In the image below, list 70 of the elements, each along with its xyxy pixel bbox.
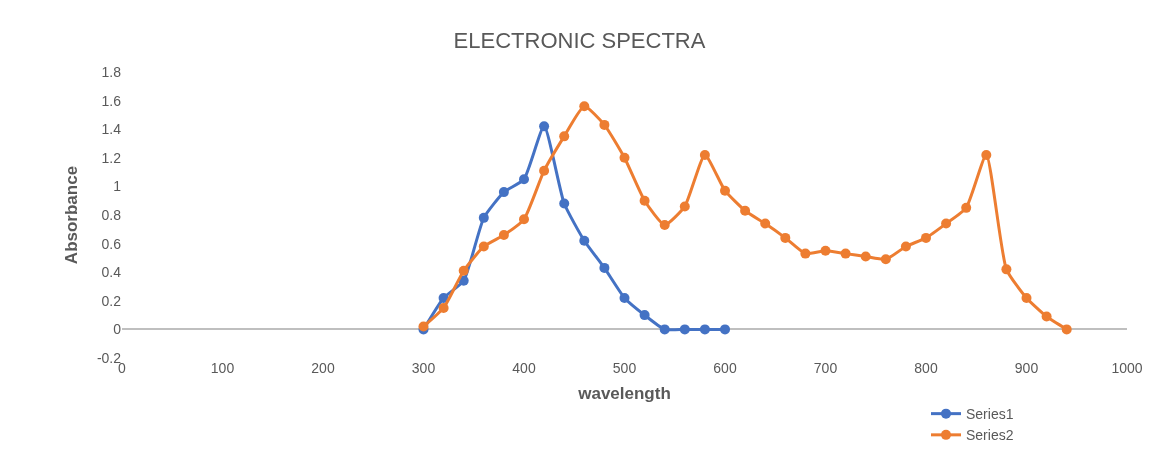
y-tick-label: 1 xyxy=(113,178,122,195)
point xyxy=(880,254,891,265)
legend-label: Series2 xyxy=(966,427,1014,444)
y-tick-label: 1.4 xyxy=(101,121,122,138)
legend-label: Series1 xyxy=(966,406,1014,423)
point xyxy=(981,149,992,160)
point xyxy=(961,202,972,213)
y-tick-label: 0.4 xyxy=(101,264,122,281)
y-tick-label: 0.8 xyxy=(101,206,122,223)
point xyxy=(800,248,811,259)
point xyxy=(438,302,449,313)
point xyxy=(679,324,690,335)
point xyxy=(820,245,831,256)
point xyxy=(559,131,570,142)
point xyxy=(519,214,529,225)
x-tick-label: 500 xyxy=(612,360,637,376)
point xyxy=(740,205,751,216)
x-tick-label: 600 xyxy=(713,360,737,376)
x-tick-label: 900 xyxy=(1014,360,1039,376)
point xyxy=(860,251,871,262)
x-tick-label: 700 xyxy=(813,360,838,376)
point xyxy=(478,241,489,252)
point xyxy=(599,119,610,130)
point xyxy=(579,235,590,246)
chart-title: ELECTRONIC SPECTRA xyxy=(453,28,706,54)
x-tick-label: 200 xyxy=(311,360,335,376)
point xyxy=(699,324,710,335)
y-tick-label: 1.8 xyxy=(101,63,122,80)
x-axis-title: wavelength xyxy=(577,384,671,404)
x-tick-label: 800 xyxy=(914,360,938,376)
y-tick-label: 1.6 xyxy=(101,92,122,109)
point xyxy=(659,220,670,231)
y-tick-label: 1.2 xyxy=(101,149,122,166)
point xyxy=(659,324,670,335)
x-tick-label: 300 xyxy=(411,360,436,376)
point xyxy=(498,230,509,241)
point xyxy=(699,149,710,160)
x-tick-label: 1000 xyxy=(1111,360,1143,376)
point xyxy=(1041,311,1052,322)
point xyxy=(639,195,650,206)
x-tick-label: 100 xyxy=(210,360,235,376)
y-tick-label: 0.2 xyxy=(101,292,122,309)
point xyxy=(599,262,610,273)
point xyxy=(519,174,529,185)
point xyxy=(478,212,489,223)
point xyxy=(458,265,469,276)
point xyxy=(539,165,550,176)
point xyxy=(498,187,509,198)
point xyxy=(679,201,690,212)
y-tick-label: 0 xyxy=(113,321,122,338)
point xyxy=(900,241,911,252)
point xyxy=(619,292,630,303)
point xyxy=(559,198,570,209)
x-tick-label: 400 xyxy=(512,360,536,376)
y-axis-title: Absorbance xyxy=(62,165,82,265)
point xyxy=(579,101,590,112)
y-tick-label: 0.6 xyxy=(101,235,122,252)
point xyxy=(1001,264,1012,275)
point xyxy=(720,185,730,196)
point xyxy=(1061,324,1072,335)
point xyxy=(720,324,730,335)
point xyxy=(1021,292,1032,303)
point xyxy=(619,152,630,163)
point xyxy=(760,218,771,229)
point xyxy=(921,232,931,243)
point xyxy=(941,218,952,229)
point xyxy=(780,232,791,243)
point xyxy=(639,310,650,321)
point xyxy=(539,121,550,132)
point xyxy=(840,248,851,259)
